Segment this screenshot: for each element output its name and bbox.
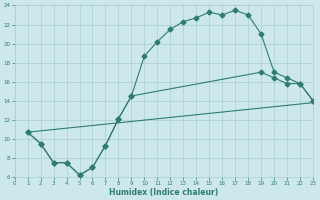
X-axis label: Humidex (Indice chaleur): Humidex (Indice chaleur) [109, 188, 219, 197]
